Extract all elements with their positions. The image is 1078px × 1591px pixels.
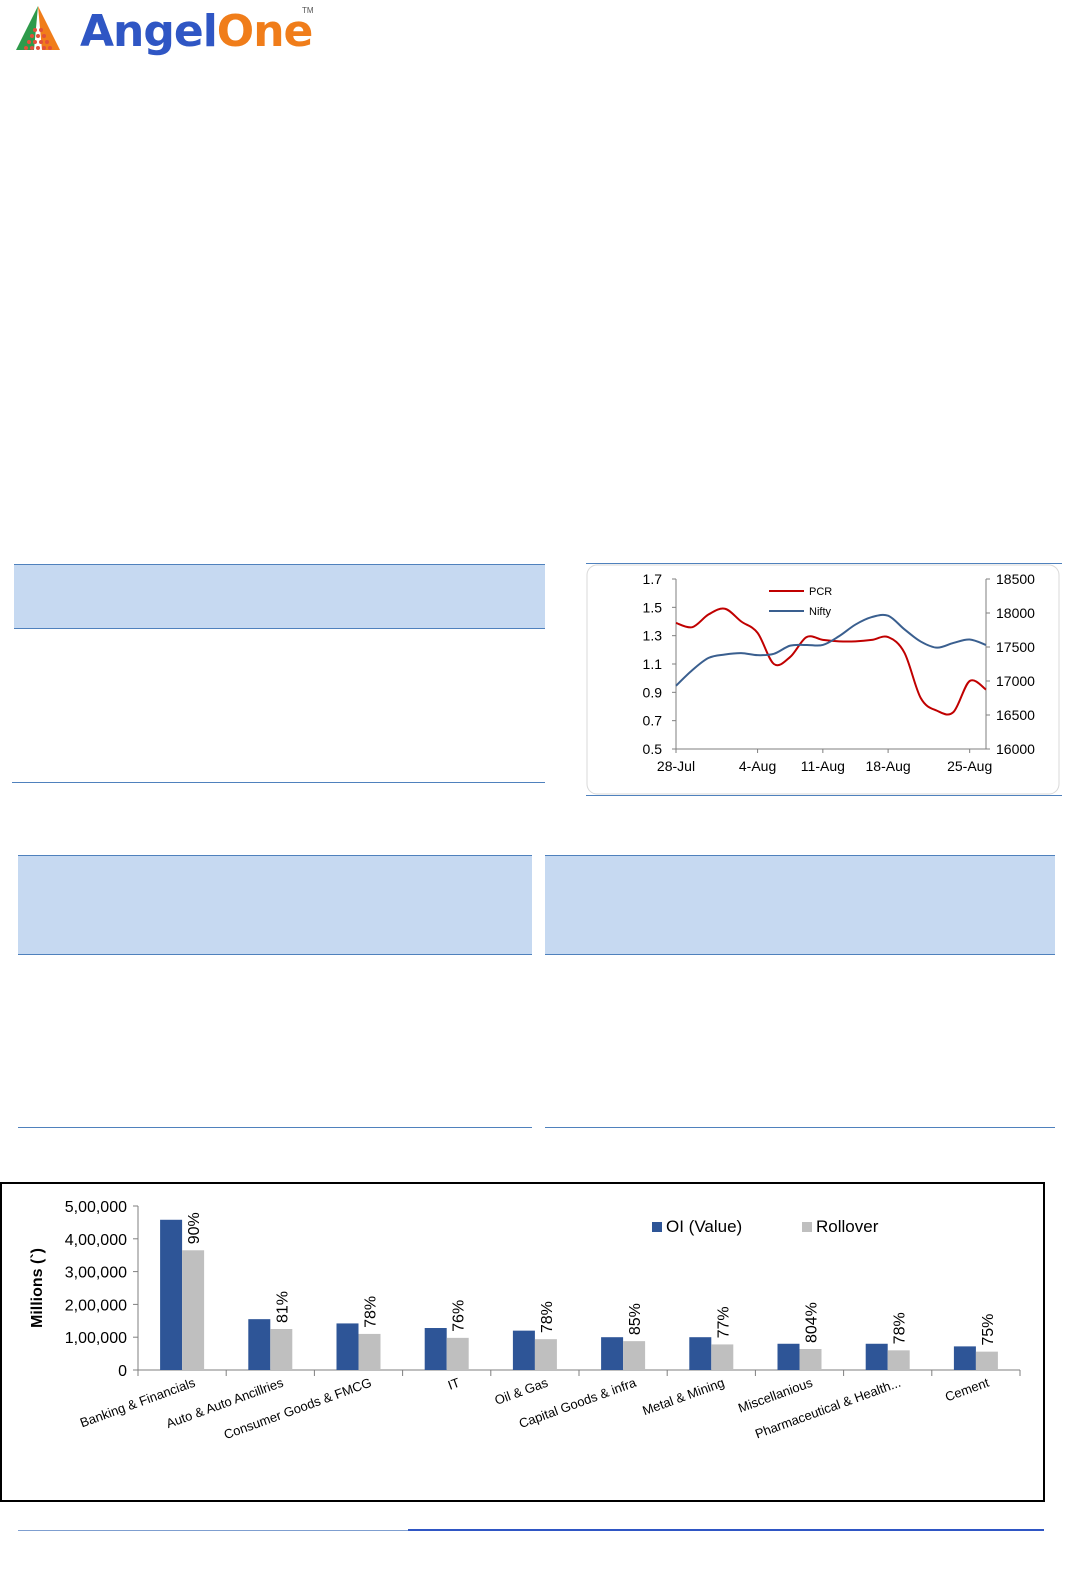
pcr-nifty-chart-panel: 0.5 0.7 0.9 1.1 1.3 1.5 1.7 16000 16500 17000 1750… [586, 563, 1062, 796]
sector-rollover-chart-panel: 0 1,00,000 2,00,000 3,00,000 4,00,000 5,00,00… [0, 1182, 1045, 1502]
data-label: 75% [980, 1314, 997, 1346]
data-label: 78% [363, 1296, 380, 1328]
y-right-tick-label: 16500 [996, 707, 1035, 723]
bar-oi-value [336, 1323, 359, 1370]
y-right-tick-label: 18000 [996, 605, 1035, 621]
data-label: 81% [274, 1291, 291, 1323]
data-label: 78% [892, 1312, 909, 1344]
panel-footer-rule-mid-left [18, 1127, 532, 1128]
bar-oi-value [160, 1219, 183, 1370]
y-left-tick-label: 0.7 [643, 713, 663, 729]
y-right-tick-label: 17500 [996, 639, 1035, 655]
bar-rollover [799, 1349, 822, 1370]
bar-rollover [270, 1329, 293, 1370]
data-label: 804% [804, 1302, 821, 1343]
y-tick-label: 5,00,000 [65, 1199, 127, 1216]
y-left-tick-label: 1.7 [643, 571, 663, 587]
data-label: 90% [186, 1212, 203, 1244]
data-label: 76% [451, 1300, 468, 1332]
bar-rollover [887, 1350, 910, 1370]
y-tick-label: 1,00,000 [65, 1330, 127, 1347]
brand-logo: AngelOne TM [14, 4, 314, 64]
bar-oi-value [248, 1319, 271, 1370]
bar-rollover [358, 1333, 381, 1370]
bar-rollover [623, 1341, 646, 1370]
panel-header-left [14, 564, 545, 629]
logo-triangle-icon [16, 6, 60, 50]
x-tick-label: 4-Aug [739, 758, 776, 774]
brand-trademark: TM [302, 6, 314, 15]
series-line-pcr [675, 607, 987, 716]
y-tick-label: 3,00,000 [65, 1265, 127, 1282]
y-left-tick-label: 0.9 [643, 684, 663, 700]
data-label: 78% [539, 1301, 556, 1333]
bar-oi-value [777, 1343, 800, 1370]
bar-oi-value [865, 1343, 888, 1370]
legend-label-oi-value: OI (Value) [666, 1217, 742, 1236]
panel-footer-rule-mid-right [545, 1127, 1055, 1128]
y-tick-label: 0 [118, 1363, 127, 1380]
bar-oi-value [512, 1330, 535, 1370]
pcr-nifty-chart: 0.5 0.7 0.9 1.1 1.3 1.5 1.7 16000 16500 17000 1750… [586, 563, 1062, 796]
y-axis-label: Millions (`) [29, 1248, 46, 1328]
chart-frame [586, 564, 1060, 795]
panel-footer-rule-left [12, 782, 545, 783]
x-tick-label: 28-Jul [657, 758, 695, 774]
x-tick-label: Cement [943, 1375, 991, 1405]
legend-label-nifty: Nifty [809, 606, 832, 618]
bar-rollover [182, 1250, 205, 1370]
bar-rollover [711, 1344, 734, 1370]
x-tick-label: Oil & Gas [493, 1375, 551, 1408]
data-label: 77% [715, 1306, 732, 1338]
y-right-tick-label: 18500 [996, 571, 1035, 587]
y-left-tick-label: 1.3 [643, 628, 663, 644]
y-tick-label: 4,00,000 [65, 1232, 127, 1249]
y-tick-label: 2,00,000 [65, 1297, 127, 1314]
panel-header-mid-left [18, 855, 532, 955]
legend-swatch-rollover [802, 1222, 812, 1232]
x-tick-label: IT [446, 1375, 462, 1393]
bar-rollover [446, 1337, 469, 1370]
x-tick-label: Metal & Mining [640, 1375, 726, 1419]
bar-rollover [534, 1339, 557, 1370]
bar-oi-value [424, 1328, 447, 1370]
x-tick-label: 25-Aug [947, 758, 992, 774]
y-left-tick-label: 1.5 [643, 599, 663, 615]
bar-rollover [975, 1351, 998, 1370]
series-line-nifty [675, 613, 987, 687]
legend-label-rollover: Rollover [816, 1217, 879, 1236]
y-left-tick-label: 0.5 [643, 741, 663, 757]
footer-rule-right [408, 1529, 1044, 1531]
y-right-tick-label: 17000 [996, 673, 1035, 689]
sector-rollover-chart: 0 1,00,000 2,00,000 3,00,000 4,00,000 5,00,00… [29, 1199, 1021, 1442]
panel-header-mid-right [545, 855, 1055, 955]
brand-wordmark: AngelOne [80, 6, 313, 57]
x-tick-label: 18-Aug [866, 758, 911, 774]
x-tick-label: Consumer Goods & FMCG [222, 1375, 374, 1442]
footer-rule-left [18, 1530, 408, 1531]
legend-swatch-oi-value [652, 1222, 662, 1232]
legend-label-pcr: PCR [809, 586, 832, 598]
x-tick-label: Pharmaceutical & Health... [753, 1375, 903, 1442]
y-left-tick-label: 1.1 [643, 656, 663, 672]
bar-oi-value [689, 1337, 712, 1370]
data-label: 85% [627, 1303, 644, 1335]
x-tick-label: 11-Aug [801, 758, 845, 774]
bar-oi-value [953, 1346, 976, 1370]
bar-oi-value [601, 1337, 624, 1370]
y-right-tick-label: 16000 [996, 741, 1035, 757]
